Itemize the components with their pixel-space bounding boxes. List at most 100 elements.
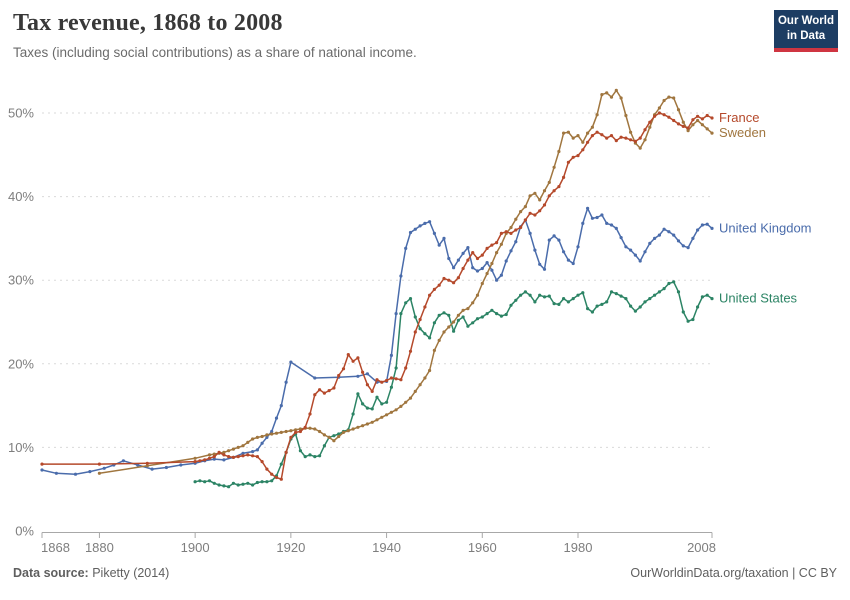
- series-marker-united-states: [399, 312, 403, 316]
- series-marker-united-states: [609, 290, 614, 294]
- series-marker-sweden: [557, 149, 561, 154]
- series-marker-united-kingdom: [571, 261, 575, 266]
- x-axis-tick-label: 1960: [468, 540, 497, 555]
- series-marker-france: [552, 189, 556, 193]
- chart-footer: Data source: Piketty (2014) OurWorldinDa…: [13, 566, 837, 580]
- series-marker-united-states: [255, 480, 259, 485]
- series-marker-sweden: [676, 108, 681, 112]
- series-marker-france: [394, 377, 398, 381]
- series-marker-united-kingdom: [614, 226, 618, 230]
- series-marker-france: [667, 115, 671, 119]
- series-marker-united-states: [672, 280, 676, 284]
- series-marker-united-states: [547, 294, 551, 298]
- series-marker-united-states: [231, 481, 235, 485]
- series-marker-france: [361, 370, 365, 374]
- series-marker-united-kingdom: [437, 243, 441, 247]
- series-marker-united-states: [710, 297, 714, 301]
- series-marker-sweden: [490, 261, 494, 266]
- series-marker-sweden: [255, 435, 259, 439]
- series-marker-france: [432, 287, 436, 291]
- series-marker-united-kingdom: [399, 274, 403, 278]
- series-marker-united-states: [504, 312, 508, 317]
- series-label-united-kingdom: United Kingdom: [719, 220, 812, 235]
- series-marker-united-states: [432, 321, 436, 325]
- series-marker-france: [700, 117, 705, 121]
- series-marker-france: [595, 130, 599, 134]
- series-marker-france: [346, 353, 350, 357]
- series-marker-france: [203, 458, 207, 462]
- series-marker-united-states: [590, 310, 595, 314]
- series-marker-united-kingdom: [547, 238, 551, 242]
- series-marker-united-states: [681, 310, 685, 314]
- series-marker-france: [289, 435, 293, 439]
- series-marker-france: [193, 460, 197, 464]
- series-marker-sweden: [346, 429, 350, 433]
- series-marker-united-states: [523, 290, 528, 294]
- series-marker-france: [533, 213, 537, 217]
- series-marker-united-kingdom: [490, 268, 494, 272]
- series-marker-sweden: [643, 138, 647, 142]
- series-marker-france: [327, 389, 331, 393]
- footer-citation-link[interactable]: OurWorldinData.org/taxation | CC BY: [630, 566, 837, 580]
- series-marker-united-states: [270, 479, 274, 483]
- series-marker-united-kingdom: [121, 459, 125, 463]
- x-axis-tick-label: 1868: [41, 540, 70, 555]
- series-marker-united-states: [509, 303, 513, 307]
- series-marker-sweden: [475, 293, 480, 297]
- owid-logo[interactable]: Our World in Data: [774, 10, 838, 52]
- series-marker-united-kingdom: [542, 267, 547, 271]
- series-marker-sweden: [456, 313, 460, 317]
- series-marker-france: [504, 230, 508, 234]
- series-marker-france: [231, 455, 235, 459]
- series-marker-france: [643, 128, 647, 132]
- series-marker-united-kingdom: [164, 465, 168, 470]
- series-marker-united-kingdom: [251, 450, 255, 454]
- series-marker-france: [341, 367, 346, 371]
- series-line-france: [42, 112, 713, 480]
- series-marker-united-kingdom: [408, 230, 413, 235]
- x-axis-tick-label: 1980: [564, 540, 593, 555]
- series-marker-united-kingdom: [447, 256, 451, 261]
- series-marker-united-kingdom: [389, 353, 393, 357]
- series-marker-sweden: [375, 418, 379, 422]
- series-marker-united-kingdom: [73, 472, 78, 476]
- data-source-value: Piketty (2014): [88, 566, 170, 580]
- series-marker-france: [380, 380, 384, 384]
- series-marker-united-states: [586, 307, 590, 311]
- series-marker-united-kingdom: [279, 404, 283, 408]
- series-marker-united-states: [533, 300, 537, 304]
- series-marker-france: [408, 349, 413, 353]
- series-marker-united-states: [562, 297, 566, 301]
- series-marker-sweden: [284, 429, 288, 434]
- series-marker-united-states: [370, 407, 374, 411]
- series-marker-united-kingdom: [653, 236, 657, 240]
- series-marker-united-kingdom: [504, 259, 508, 263]
- series-marker-france: [437, 283, 441, 287]
- series-marker-united-states: [251, 483, 255, 487]
- series-marker-france: [318, 388, 322, 392]
- series-marker-france: [418, 317, 422, 322]
- series-marker-united-kingdom: [590, 216, 595, 220]
- series-marker-united-kingdom: [676, 239, 681, 243]
- series-marker-france: [265, 467, 269, 471]
- series-marker-sweden: [533, 191, 537, 195]
- series-marker-sweden: [542, 189, 547, 193]
- series-marker-united-states: [408, 297, 413, 301]
- series-marker-france: [298, 429, 302, 434]
- series-marker-france: [351, 359, 355, 363]
- series-marker-france: [629, 138, 633, 142]
- series-marker-united-kingdom: [499, 273, 503, 277]
- series-marker-sweden: [274, 431, 279, 435]
- series-marker-united-kingdom: [222, 458, 226, 462]
- series-marker-sweden: [432, 348, 436, 352]
- series-marker-france: [456, 276, 460, 280]
- series-marker-united-kingdom: [509, 249, 513, 253]
- series-marker-sweden: [322, 433, 326, 437]
- series-marker-sweden: [452, 320, 456, 324]
- series-marker-france: [385, 378, 389, 383]
- series-marker-sweden: [399, 404, 403, 408]
- series-marker-united-kingdom: [179, 463, 183, 467]
- series-marker-france: [609, 134, 614, 138]
- series-marker-france: [322, 391, 326, 395]
- series-marker-france: [337, 373, 341, 378]
